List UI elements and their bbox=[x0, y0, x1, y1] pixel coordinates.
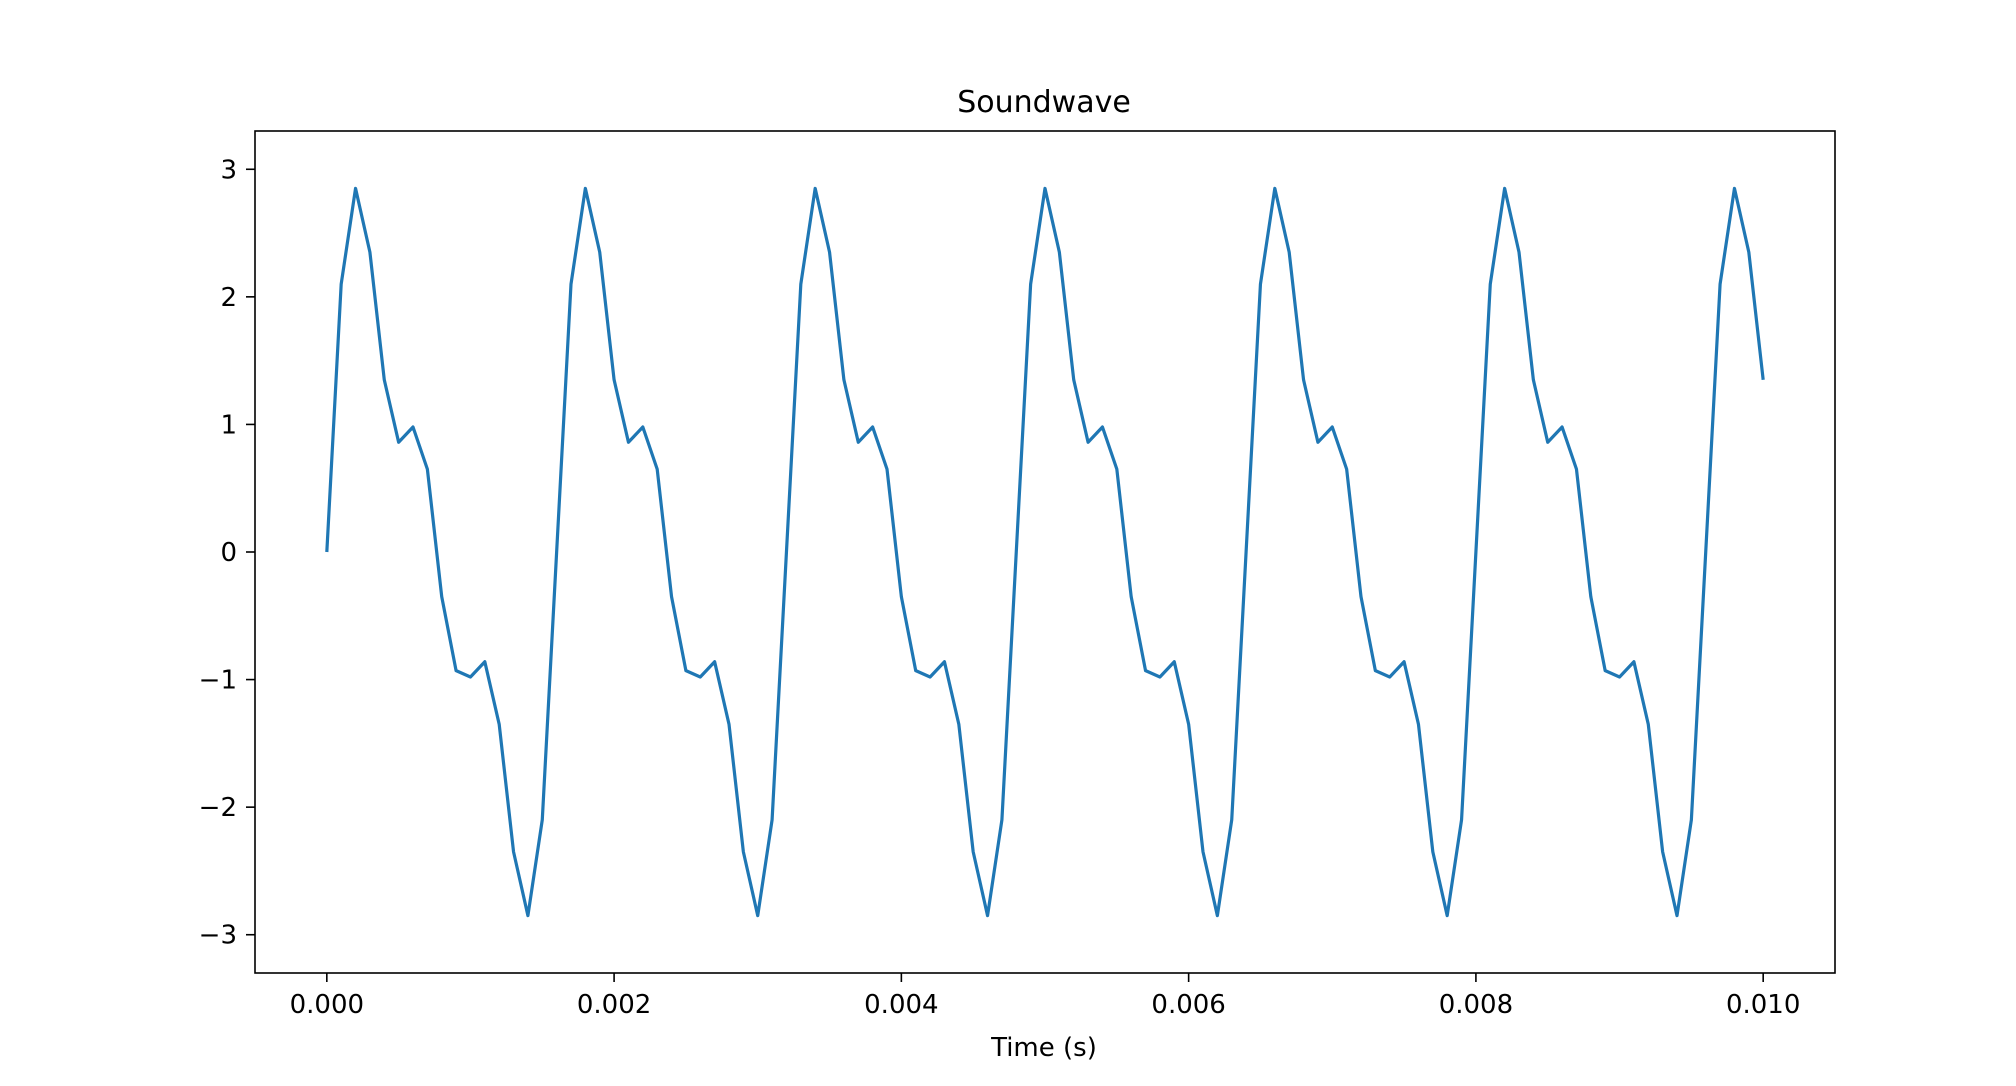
y-tick-label: 2 bbox=[220, 283, 237, 313]
y-tick-label: −1 bbox=[199, 666, 237, 696]
y-tick-label: −2 bbox=[199, 793, 237, 823]
plot-area: 0.000 0.002 0.004 0.006 0.008 0.010 −3 −2 −1 0 1 2 3 bbox=[199, 130, 1836, 1020]
series-line-0 bbox=[325, 186, 1765, 918]
x-tick-label: 0.010 bbox=[1726, 990, 1800, 1020]
x-axis-label: Time (s) bbox=[990, 1033, 1097, 1063]
chart-title: Soundwave bbox=[957, 85, 1131, 120]
y-tick-label: 1 bbox=[220, 410, 237, 440]
x-tick-label: 0.000 bbox=[290, 990, 364, 1020]
x-tick-label: 0.008 bbox=[1439, 990, 1513, 1020]
y-tick-label: 0 bbox=[220, 538, 237, 568]
x-tick-label: 0.002 bbox=[577, 990, 651, 1020]
y-tick-label: −3 bbox=[199, 921, 237, 951]
x-tick-label: 0.006 bbox=[1151, 990, 1225, 1020]
y-tick-label: 3 bbox=[220, 155, 237, 185]
x-tick-label: 0.004 bbox=[864, 990, 938, 1020]
